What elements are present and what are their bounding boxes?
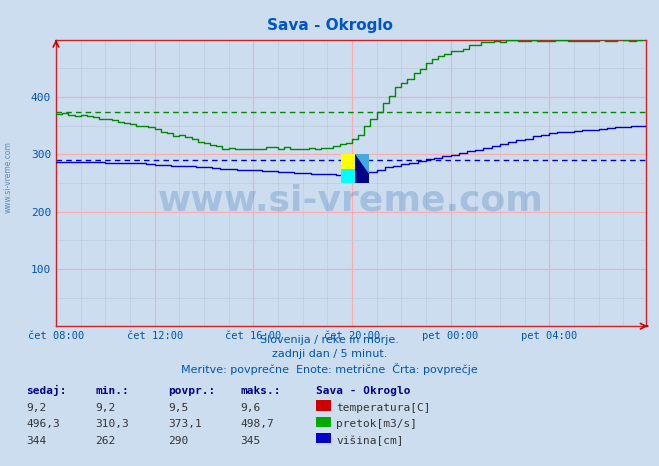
Bar	[355, 154, 369, 183]
Text: www.si-vreme.com: www.si-vreme.com	[3, 141, 13, 213]
Text: Slovenija / reke in morje.: Slovenija / reke in morje.	[260, 335, 399, 344]
Polygon shape	[355, 154, 369, 174]
Text: 345: 345	[241, 436, 261, 445]
Text: www.si-vreme.com: www.si-vreme.com	[158, 183, 544, 217]
Text: 262: 262	[96, 436, 116, 445]
Text: višina[cm]: višina[cm]	[336, 435, 403, 445]
Text: 9,2: 9,2	[96, 403, 116, 413]
Bar	[341, 169, 355, 183]
Bar	[341, 154, 355, 169]
Text: min.:: min.:	[96, 386, 129, 396]
Text: 344: 344	[26, 436, 47, 445]
Text: 9,2: 9,2	[26, 403, 47, 413]
Text: 290: 290	[168, 436, 188, 445]
Text: povpr.:: povpr.:	[168, 386, 215, 396]
Text: Sava - Okroglo: Sava - Okroglo	[266, 18, 393, 33]
Text: zadnji dan / 5 minut.: zadnji dan / 5 minut.	[272, 349, 387, 358]
Text: temperatura[C]: temperatura[C]	[336, 403, 430, 413]
Text: Sava - Okroglo: Sava - Okroglo	[316, 386, 411, 396]
Text: 9,6: 9,6	[241, 403, 261, 413]
Text: 373,1: 373,1	[168, 419, 202, 429]
Text: maks.:: maks.:	[241, 386, 281, 396]
Text: 9,5: 9,5	[168, 403, 188, 413]
Text: 310,3: 310,3	[96, 419, 129, 429]
Text: 496,3: 496,3	[26, 419, 60, 429]
Text: 498,7: 498,7	[241, 419, 274, 429]
Text: sedaj:: sedaj:	[26, 385, 67, 396]
Text: Meritve: povprečne  Enote: metrične  Črta: povprečje: Meritve: povprečne Enote: metrične Črta:…	[181, 363, 478, 375]
Text: pretok[m3/s]: pretok[m3/s]	[336, 419, 417, 429]
